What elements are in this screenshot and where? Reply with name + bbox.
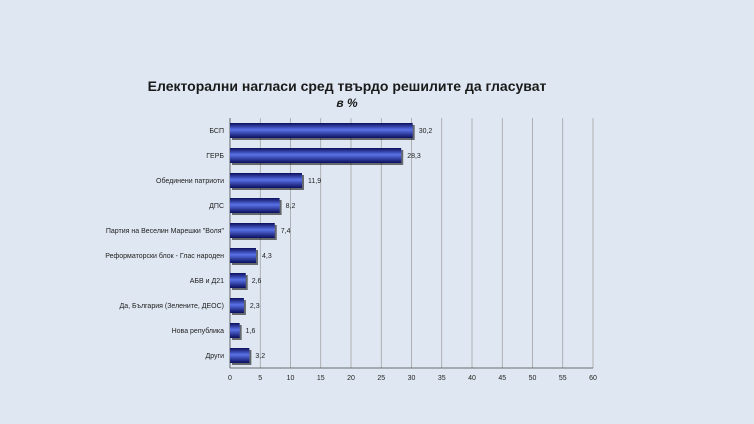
x-tick-label: 20 (347, 375, 355, 382)
data-label: 7,4 (281, 228, 291, 235)
bar (230, 173, 302, 188)
chart-title: Електорални нагласи сред твърдо решилите… (147, 78, 547, 94)
data-label: 2,6 (252, 278, 262, 285)
bar (230, 223, 275, 238)
chart-subtitle: в % (336, 96, 358, 110)
x-tick-label: 30 (408, 375, 416, 382)
bar (230, 348, 250, 363)
data-label: 11,9 (308, 178, 321, 185)
labels: 0 5 10 15 20 25 30 35 40 45 50 55 60 БСП 30,2 ГЕРБ 28,3 О… (105, 128, 597, 382)
category-label: АБВ и Д21 (190, 278, 224, 285)
x-tick-label: 45 (498, 375, 506, 382)
bar (230, 123, 413, 138)
category-label: Реформаторски блок - Глас народен (105, 252, 224, 260)
x-tick-label: 50 (529, 375, 537, 382)
x-tick-label: 35 (438, 375, 446, 382)
category-label: Да, България (Зелените, ДЕОС) (119, 303, 224, 310)
data-label: 8,2 (286, 203, 296, 210)
x-tick-label: 55 (559, 375, 567, 382)
bar (230, 198, 280, 213)
x-tick-label: 25 (377, 375, 385, 382)
bar (230, 323, 240, 338)
x-tick-label: 40 (468, 375, 476, 382)
category-label: ДПС (209, 203, 224, 210)
x-tick-label: 60 (589, 375, 597, 382)
data-label: 30,2 (419, 128, 433, 135)
category-label: БСП (209, 128, 224, 135)
x-tick-label: 0 (228, 375, 232, 382)
category-label: Обединени патриоти (156, 177, 224, 185)
x-tick-label: 5 (258, 375, 262, 382)
data-label: 4,3 (262, 253, 272, 260)
bar (230, 298, 244, 313)
bar (230, 248, 257, 263)
category-label: Други (205, 353, 224, 360)
category-label: Партия на Веселин Марешки "Воля" (106, 228, 225, 235)
category-label: ГЕРБ (206, 153, 224, 160)
bar (230, 273, 246, 288)
x-tick-label: 15 (317, 375, 325, 382)
bar (230, 148, 402, 163)
data-label: 1,6 (246, 328, 256, 335)
bars (230, 123, 415, 365)
category-label: Нова република (172, 327, 224, 335)
data-label: 2,3 (250, 303, 260, 310)
data-label: 28,3 (407, 153, 421, 160)
x-tick-label: 10 (287, 375, 295, 382)
data-label: 3,2 (255, 353, 265, 360)
